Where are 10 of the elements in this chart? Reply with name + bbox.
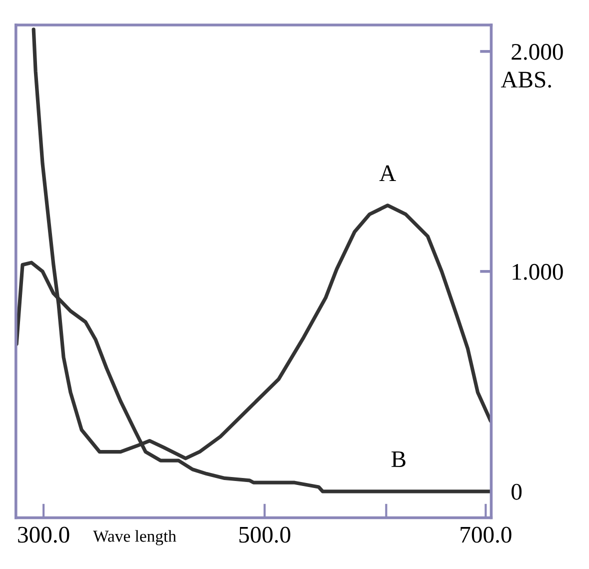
x-tick-label: 300.0	[18, 526, 70, 543]
x-axis-title: Wave length	[93, 530, 176, 546]
series-label: B	[392, 451, 406, 467]
y-axis-title: ABS.	[500, 72, 552, 88]
y-tick-label: 2.000	[512, 44, 563, 60]
x-tick-label: 500.0	[239, 526, 290, 543]
series-label: A	[379, 165, 396, 181]
y-tick-label: 1.000	[512, 264, 563, 280]
y-tick-label: 0	[512, 484, 522, 500]
x-tick-label: 700.0	[460, 526, 512, 543]
